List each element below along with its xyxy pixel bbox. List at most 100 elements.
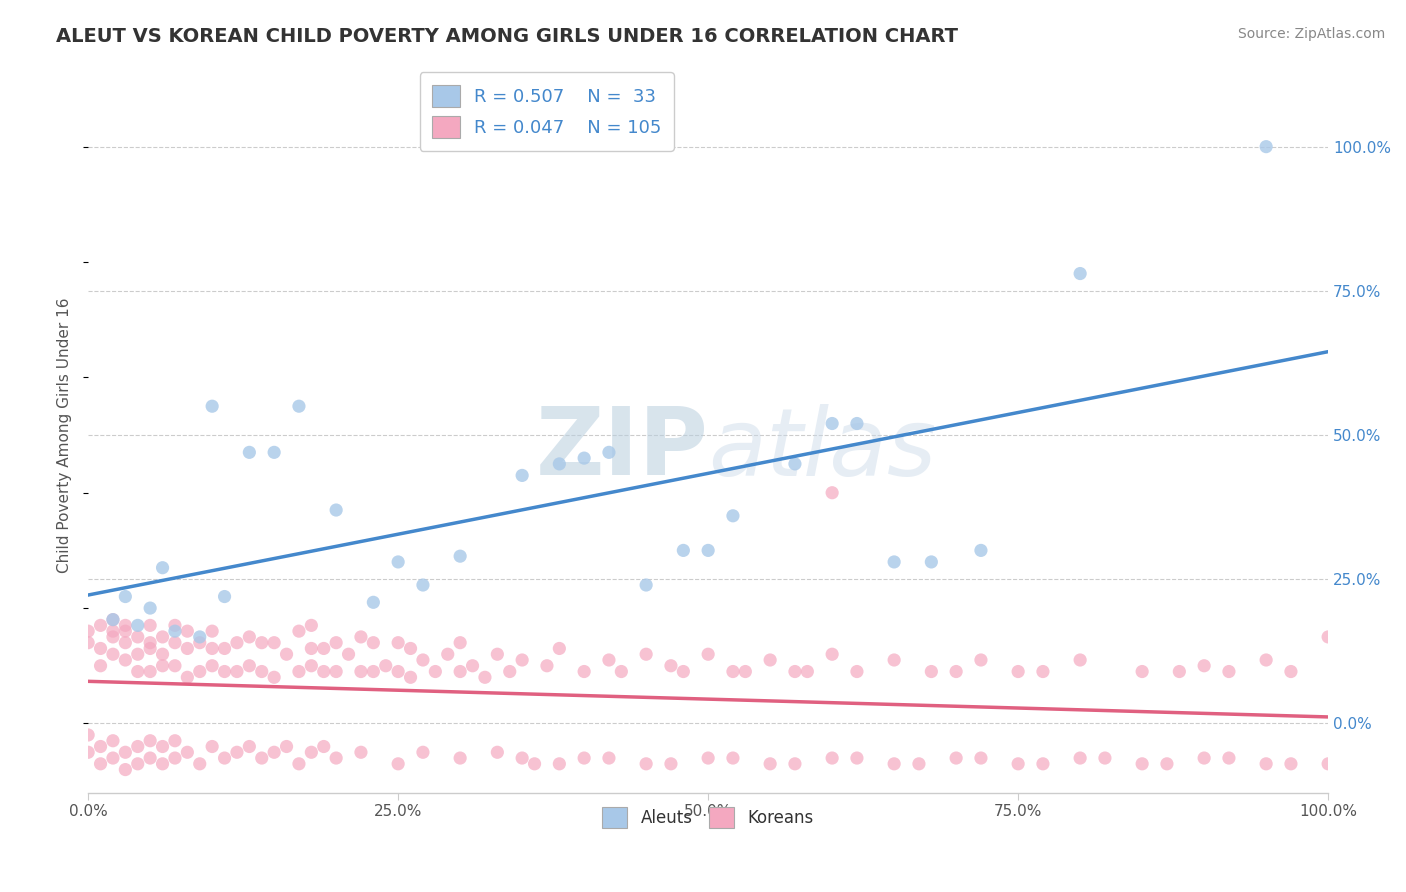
Point <box>127 665 149 679</box>
Point <box>636 647 658 661</box>
Text: Source: ZipAtlas.com: Source: ZipAtlas.com <box>1237 27 1385 41</box>
Point <box>1069 653 1091 667</box>
Point <box>312 665 335 679</box>
Point <box>101 751 124 765</box>
Point <box>1094 751 1116 765</box>
Point <box>226 745 249 759</box>
Text: ALEUT VS KOREAN CHILD POVERTY AMONG GIRLS UNDER 16 CORRELATION CHART: ALEUT VS KOREAN CHILD POVERTY AMONG GIRL… <box>56 27 959 45</box>
Point <box>697 647 720 661</box>
Point <box>1192 658 1215 673</box>
Point <box>127 630 149 644</box>
Point <box>945 751 967 765</box>
Point <box>510 751 533 765</box>
Point <box>548 457 571 471</box>
Point <box>1256 139 1278 153</box>
Point <box>152 756 174 771</box>
Point <box>77 636 100 650</box>
Point <box>90 739 112 754</box>
Text: ZIP: ZIP <box>536 403 709 495</box>
Point <box>821 417 844 431</box>
Point <box>77 624 100 639</box>
Point <box>721 665 744 679</box>
Point <box>1218 665 1240 679</box>
Point <box>659 756 682 771</box>
Point <box>288 399 311 413</box>
Point <box>1007 665 1029 679</box>
Point <box>387 636 409 650</box>
Point <box>299 641 322 656</box>
Y-axis label: Child Poverty Among Girls Under 16: Child Poverty Among Girls Under 16 <box>58 297 72 573</box>
Point <box>970 751 993 765</box>
Point <box>672 543 695 558</box>
Point <box>1317 630 1340 644</box>
Point <box>845 751 868 765</box>
Point <box>101 733 124 747</box>
Point <box>1069 267 1091 281</box>
Point <box>325 503 347 517</box>
Point <box>636 756 658 771</box>
Point <box>461 658 484 673</box>
Point <box>945 665 967 679</box>
Point <box>1032 665 1054 679</box>
Point <box>214 590 236 604</box>
Point <box>127 756 149 771</box>
Point <box>598 751 620 765</box>
Point <box>1130 756 1153 771</box>
Point <box>523 756 546 771</box>
Point <box>201 399 224 413</box>
Point <box>1007 756 1029 771</box>
Point <box>572 451 595 466</box>
Point <box>610 665 633 679</box>
Point <box>821 751 844 765</box>
Point <box>139 601 162 615</box>
Point <box>572 665 595 679</box>
Point <box>114 590 136 604</box>
Point <box>436 647 458 661</box>
Point <box>821 485 844 500</box>
Point <box>548 641 571 656</box>
Point <box>1279 756 1302 771</box>
Point <box>510 468 533 483</box>
Point <box>114 624 136 639</box>
Point <box>226 665 249 679</box>
Point <box>127 739 149 754</box>
Point <box>114 636 136 650</box>
Point <box>363 665 385 679</box>
Point <box>920 555 942 569</box>
Point <box>152 739 174 754</box>
Point <box>90 618 112 632</box>
Point <box>90 756 112 771</box>
Point <box>337 647 360 661</box>
Text: atlas: atlas <box>709 404 936 495</box>
Point <box>883 555 905 569</box>
Point <box>250 636 273 650</box>
Point <box>734 665 756 679</box>
Point <box>214 665 236 679</box>
Point <box>201 624 224 639</box>
Point <box>176 641 198 656</box>
Point <box>263 745 285 759</box>
Point <box>845 417 868 431</box>
Point <box>163 618 186 632</box>
Point <box>163 733 186 747</box>
Point <box>821 647 844 661</box>
Point <box>263 445 285 459</box>
Point <box>101 630 124 644</box>
Point <box>139 751 162 765</box>
Point <box>163 751 186 765</box>
Point <box>163 658 186 673</box>
Point <box>101 624 124 639</box>
Point <box>263 636 285 650</box>
Point <box>276 739 298 754</box>
Point <box>238 445 260 459</box>
Point <box>796 665 818 679</box>
Point <box>288 756 311 771</box>
Point <box>598 445 620 459</box>
Point <box>312 739 335 754</box>
Point <box>127 618 149 632</box>
Point <box>1032 756 1054 771</box>
Point <box>399 670 422 684</box>
Point <box>139 636 162 650</box>
Point <box>238 658 260 673</box>
Point <box>139 618 162 632</box>
